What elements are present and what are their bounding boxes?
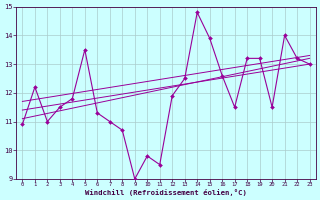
X-axis label: Windchill (Refroidissement éolien,°C): Windchill (Refroidissement éolien,°C) [85,189,247,196]
